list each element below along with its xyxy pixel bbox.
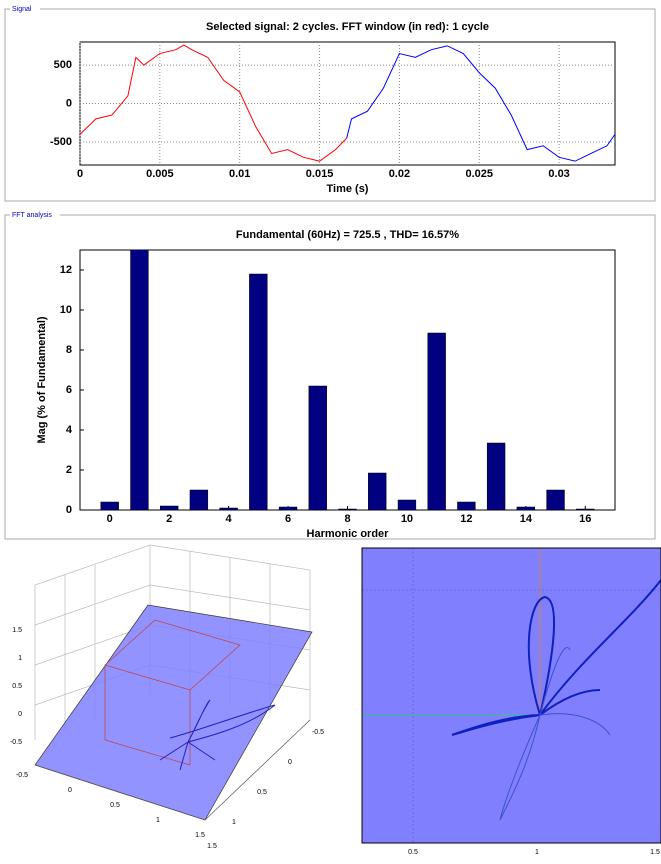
bar — [338, 508, 357, 510]
bar — [219, 507, 238, 510]
x-tick-label: 16 — [579, 513, 591, 525]
y-tick-label: 2 — [66, 464, 72, 476]
y-tick-label: 6 — [66, 384, 72, 396]
bar — [130, 250, 149, 510]
signal-group — [4, 8, 656, 202]
y-tick-label: 0 — [288, 759, 292, 766]
plot-area — [79, 249, 616, 511]
x-tick-label: 6 — [285, 513, 291, 525]
plot-2d — [361, 547, 661, 844]
z-tick-label: 0 — [18, 711, 22, 718]
bar — [100, 501, 119, 510]
x-tick-label: -0.5 — [16, 772, 28, 779]
y-tick-label: 12 — [60, 264, 72, 276]
y-tick-label: 500 — [54, 59, 72, 71]
x-tick-label: 8 — [344, 513, 350, 525]
x-tick-label: 0.015 — [306, 168, 334, 180]
x-tick-label: 0.5 — [408, 849, 418, 856]
fft-group — [4, 214, 656, 540]
z-tick-label: -0.5 — [10, 739, 22, 746]
y-tick-label: 1 — [232, 819, 236, 826]
bar — [368, 472, 387, 510]
x-tick-label: 0.02 — [389, 168, 410, 180]
bar — [308, 385, 327, 510]
y-tick-label: -500 — [50, 136, 72, 148]
x-tick-label: 1 — [535, 849, 539, 856]
x-tick-label: 1.5 — [650, 849, 660, 856]
z-tick-label: 1 — [18, 655, 22, 662]
x-tick-label: 4 — [226, 513, 233, 525]
bar — [457, 501, 476, 510]
x-tick-label: 0 — [107, 513, 113, 525]
group-label: Signal — [12, 6, 32, 13]
x-tick-label: 14 — [520, 513, 533, 525]
y-tick-label: 4 — [66, 424, 73, 436]
z-tick-label: 1.5 — [12, 627, 22, 634]
x-tick-label: 2 — [166, 513, 172, 525]
y-tick-label: -0.5 — [312, 729, 324, 736]
y-tick-label: 8 — [66, 344, 72, 356]
x-tick-label: 1.5 — [195, 832, 205, 839]
bar — [546, 489, 565, 510]
y-tick-label: 0.5 — [257, 789, 267, 796]
x-tick-label: 0 — [68, 787, 72, 794]
bar — [516, 506, 536, 510]
bar — [249, 273, 268, 510]
y-tick-label: 0 — [66, 504, 72, 516]
bar — [576, 508, 595, 510]
x-tick-label: 0.025 — [465, 168, 493, 180]
x-axis-label: Time (s) — [327, 183, 369, 195]
group-label: FFT analysis — [12, 212, 52, 219]
signal-line — [80, 44, 348, 162]
chart-title: Selected signal: 2 cycles. FFT window (i… — [206, 21, 489, 33]
x-axis-label: Harmonic order — [307, 528, 390, 540]
x-tick-label: 0.03 — [548, 168, 569, 180]
z-tick-label: 0.5 — [12, 683, 22, 690]
bar — [486, 442, 506, 510]
y-tick-label: 10 — [60, 304, 72, 316]
y-tick-label: 0 — [66, 97, 72, 109]
x-tick-label: 12 — [460, 513, 472, 525]
x-tick-label: 0 — [77, 168, 83, 180]
y-tick-label: 1.5 — [207, 843, 217, 850]
plot-3d — [34, 544, 313, 821]
x-tick-label: 0.5 — [110, 802, 120, 809]
bar — [397, 499, 417, 510]
bar — [189, 489, 209, 510]
bar — [160, 505, 179, 510]
chart-title: Fundamental (60Hz) = 725.5 , THD= 16.57% — [236, 229, 459, 241]
x-tick-label: 10 — [401, 513, 413, 525]
bar — [278, 506, 298, 510]
x-tick-label: 0.005 — [146, 168, 174, 180]
signal-line — [346, 45, 615, 162]
y-axis-label: Mag (% of Fundamental) — [36, 316, 48, 443]
bar — [427, 332, 446, 510]
x-tick-label: 1 — [156, 817, 160, 824]
x-tick-label: 0.01 — [229, 168, 250, 180]
